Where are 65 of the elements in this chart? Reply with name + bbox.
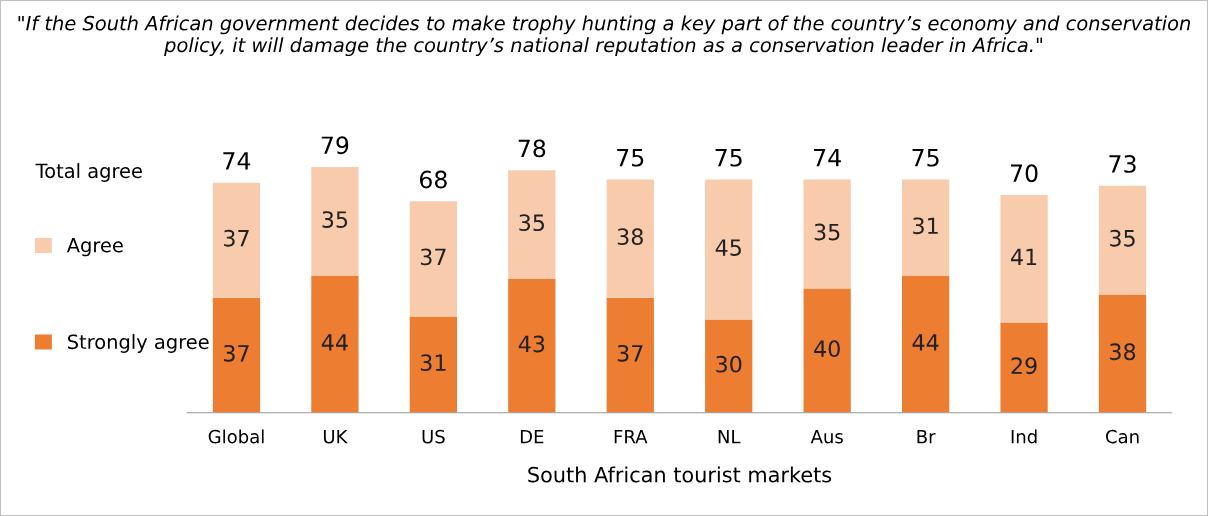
bar	[1000, 195, 1048, 323]
x-tick-label: FRA	[614, 430, 648, 444]
data-label: 29	[1011, 357, 1037, 375]
total-label: 68	[420, 170, 447, 189]
bar	[409, 201, 457, 317]
data-label: 41	[1011, 248, 1037, 265]
total-label: 70	[1011, 164, 1038, 183]
total-label: 75	[715, 149, 742, 167]
data-label: 31	[913, 217, 938, 235]
data-label: 35	[322, 211, 348, 228]
data-label: 44	[912, 334, 939, 351]
x-tick-label: DE	[520, 430, 544, 444]
bar	[902, 179, 950, 276]
bar	[902, 275, 950, 413]
bar	[1000, 322, 1048, 413]
data-label: 37	[224, 344, 249, 362]
total-label: 74	[223, 152, 251, 170]
data-label: 35	[814, 223, 840, 241]
data-label: 30	[716, 355, 742, 373]
x-tick-label: US	[422, 429, 445, 444]
x-tick-label: NL	[718, 430, 741, 444]
data-label: 40	[814, 340, 840, 358]
x-tick-label: Aus	[810, 430, 843, 444]
bar	[803, 288, 851, 413]
legend-label: Agree	[66, 238, 123, 257]
data-label: 43	[518, 335, 545, 353]
total-label: 74	[814, 149, 841, 167]
data-label: 35	[519, 214, 545, 232]
total-label: 79	[321, 136, 349, 155]
x-tick-label: Br	[917, 430, 936, 444]
x-tick-label: UK	[323, 430, 348, 444]
data-label: 44	[321, 334, 348, 351]
x-axis-title: South African tourist markets	[528, 466, 832, 483]
bar	[311, 275, 359, 413]
bar	[606, 179, 654, 298]
data-label: 38	[617, 228, 643, 246]
data-label: 37	[224, 229, 249, 247]
data-label: 31	[420, 354, 446, 372]
data-label: 45	[715, 239, 741, 256]
chart-title: "If the South African government decides to make trophy hunting a key part of the country’s economy and conservation policy, it will damage the country’s national reputation as a conservation leader in Africa."	[18, 15, 1191, 57]
bar	[508, 170, 556, 280]
bar	[803, 179, 851, 289]
bar	[606, 297, 654, 413]
data-label: 37	[420, 248, 446, 266]
legend-label: Strongly agree	[68, 334, 209, 353]
legend-title: Total agree	[35, 163, 142, 182]
bar	[1098, 185, 1147, 295]
total-label: 73	[1109, 154, 1136, 173]
x-tick-label: Ind	[1011, 429, 1037, 444]
bar	[409, 316, 457, 413]
bar	[705, 179, 753, 320]
data-label: 35	[1110, 229, 1135, 247]
bar	[212, 297, 261, 413]
bar	[212, 182, 261, 298]
bar	[508, 279, 556, 413]
total-label: 78	[518, 139, 546, 158]
bar	[1098, 294, 1147, 413]
data-label: 38	[1110, 343, 1136, 361]
x-tick-label: Can	[1105, 429, 1139, 444]
bar	[311, 167, 359, 276]
total-label: 75	[912, 149, 939, 167]
bar	[705, 319, 753, 413]
total-label: 75	[617, 149, 644, 167]
data-label: 37	[617, 344, 643, 362]
x-tick-label: Global	[208, 429, 264, 444]
